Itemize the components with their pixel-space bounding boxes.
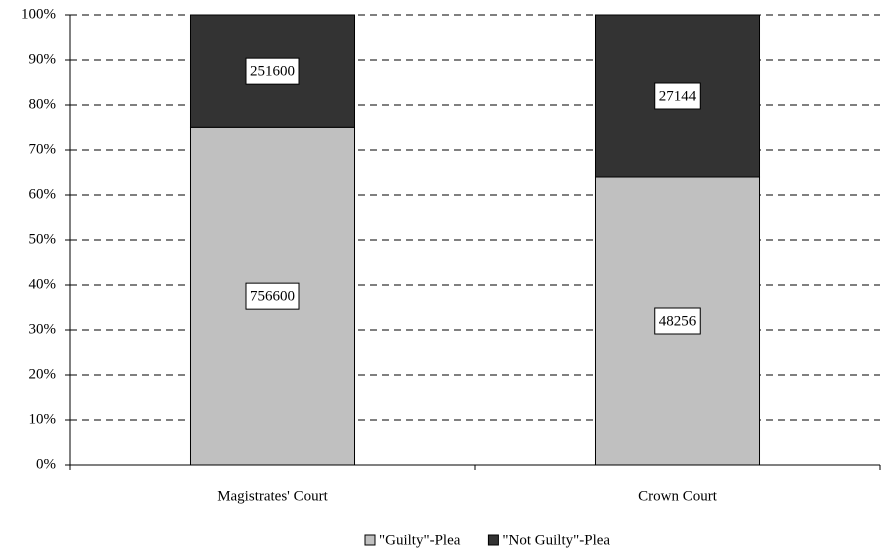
data-label: 756600 <box>250 289 295 305</box>
y-tick-label: 10% <box>29 411 57 427</box>
data-label: 27144 <box>659 88 697 104</box>
y-tick-label: 70% <box>29 141 57 157</box>
data-label-box <box>245 57 300 85</box>
y-tick-label: 30% <box>29 321 57 337</box>
data-label-box <box>654 82 701 110</box>
legend-label: "Guilty"-Plea <box>379 532 461 548</box>
y-tick-label: 20% <box>29 366 57 382</box>
y-tick-label: 100% <box>21 6 56 22</box>
x-tick-label: Magistrates' Court <box>217 488 328 504</box>
data-label-box <box>654 307 701 335</box>
legend-swatch <box>364 534 376 546</box>
y-tick-label: 80% <box>29 96 57 112</box>
data-label: 48256 <box>659 313 697 329</box>
y-tick-label: 50% <box>29 231 57 247</box>
y-tick-label: 60% <box>29 186 57 202</box>
x-tick-label: Crown Court <box>638 488 718 504</box>
legend-label: "Not Guilty"-Plea <box>502 532 610 548</box>
data-label-box <box>245 282 300 310</box>
y-tick-label: 0% <box>36 456 56 472</box>
y-tick-label: 40% <box>29 276 57 292</box>
y-tick-label: 90% <box>29 51 57 67</box>
legend-swatch <box>487 534 499 546</box>
data-label: 251600 <box>250 64 295 80</box>
